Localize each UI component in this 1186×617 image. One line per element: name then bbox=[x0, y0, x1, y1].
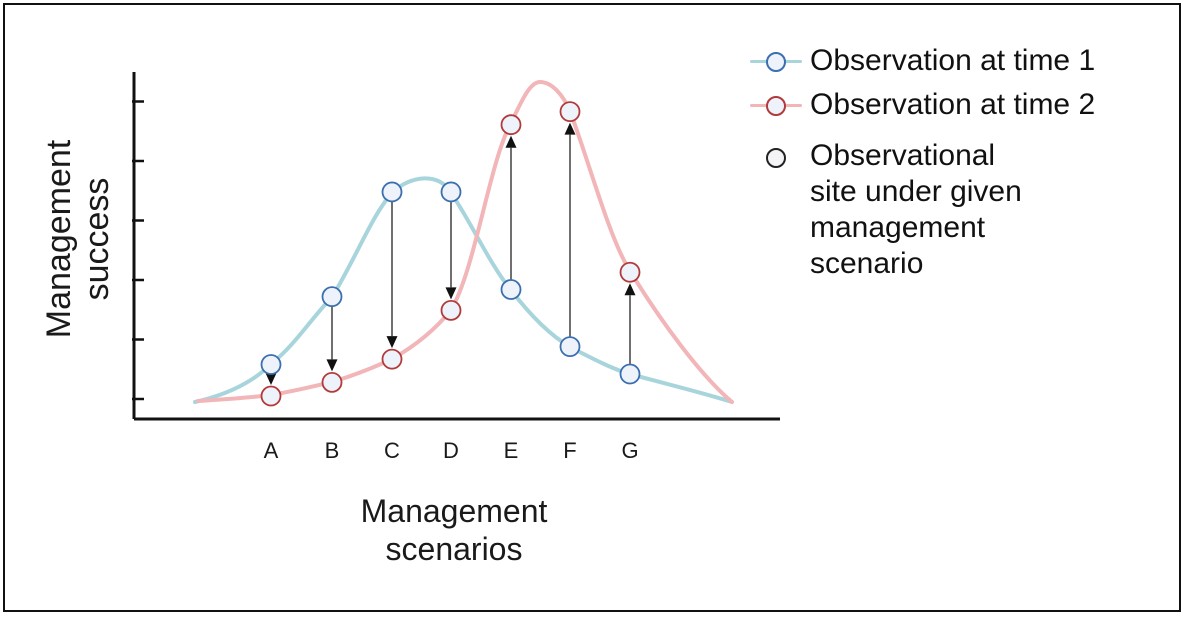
legend-label-time2: Observation at time 2 bbox=[810, 88, 1096, 121]
x-tick-label: D bbox=[443, 438, 459, 463]
x-tick-label: A bbox=[264, 438, 279, 463]
arrow-up-icon bbox=[505, 135, 517, 148]
arrow-up-icon bbox=[445, 287, 457, 300]
x-tick-label: F bbox=[563, 438, 576, 463]
legend-item-site: Observational site under given managemen… bbox=[750, 138, 1160, 282]
time2-curve bbox=[196, 79, 734, 404]
time2-observation-marker bbox=[500, 114, 522, 136]
arrow-up-icon bbox=[326, 359, 338, 372]
arrow-up-icon bbox=[265, 373, 277, 386]
y-axis-ticks bbox=[132, 100, 144, 401]
time2-observation-marker bbox=[260, 385, 282, 407]
time2-observation-marker bbox=[321, 371, 343, 393]
x-tick-label: G bbox=[621, 438, 638, 463]
time1-observation-marker bbox=[260, 354, 282, 375]
time1-observation-marker bbox=[321, 286, 343, 308]
legend-label-time1: Observation at time 1 bbox=[810, 44, 1096, 77]
x-axis-ticks: A B C D E F G bbox=[264, 438, 639, 463]
circle-outline-icon bbox=[766, 148, 786, 168]
legend-label-site: Observational site under given managemen… bbox=[810, 139, 1022, 280]
legend: Observation at time 1 Observation at tim… bbox=[750, 40, 1160, 282]
arrow-up-icon bbox=[624, 283, 636, 296]
arrow-up-icon bbox=[386, 336, 398, 349]
time1-observation-marker bbox=[381, 181, 403, 203]
figure-frame bbox=[3, 3, 1181, 612]
time1-observation-marker bbox=[559, 336, 581, 358]
time2-observation-marker bbox=[619, 261, 641, 283]
y-axis-label-line1: Management bbox=[40, 139, 78, 338]
time2-marker-icon bbox=[766, 96, 786, 116]
time1-observation-marker bbox=[619, 363, 641, 385]
x-axis-label-line1: Management bbox=[361, 493, 548, 529]
observation-markers bbox=[260, 101, 641, 407]
time1-observation-marker bbox=[500, 279, 522, 300]
x-tick-label: E bbox=[504, 438, 519, 463]
time2-observation-marker bbox=[559, 101, 581, 123]
arrow-up-icon bbox=[564, 122, 576, 135]
x-tick-label: B bbox=[325, 438, 340, 463]
x-axis-label-line2: scenarios bbox=[386, 531, 523, 567]
change-arrows bbox=[265, 122, 636, 386]
time2-observation-marker bbox=[381, 348, 403, 370]
legend-item-time2: Observation at time 2 bbox=[750, 84, 1160, 128]
time2-observation-marker bbox=[440, 299, 462, 321]
y-axis-label-line2: success bbox=[78, 178, 116, 301]
time1-marker-icon bbox=[766, 52, 786, 72]
time1-observation-marker bbox=[440, 181, 462, 203]
x-tick-label: C bbox=[384, 438, 400, 463]
legend-item-time1: Observation at time 1 bbox=[750, 40, 1160, 84]
